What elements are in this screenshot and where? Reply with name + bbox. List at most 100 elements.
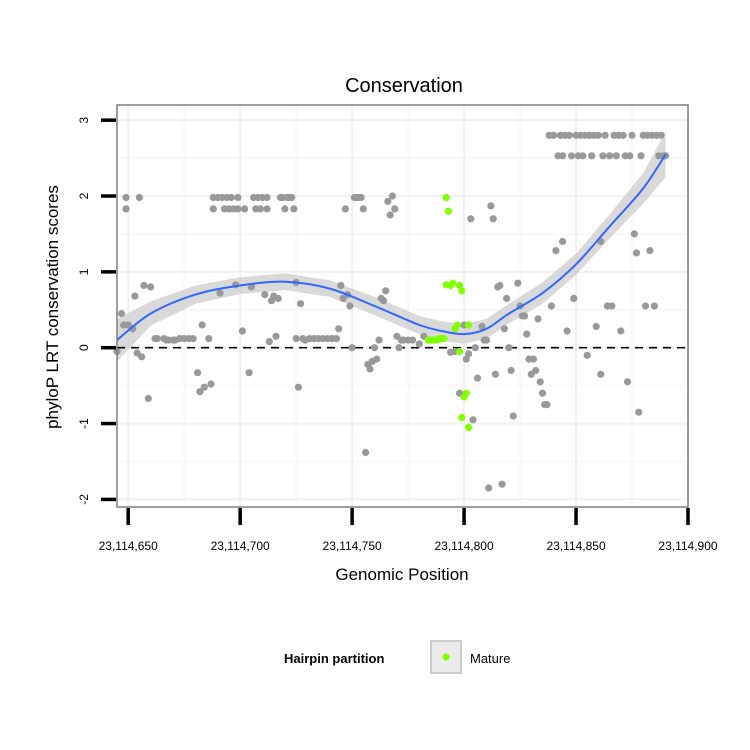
x-axis: 23,114,650 23,114,700 23,114,750 23,114,800… [99, 508, 718, 553]
other-point [619, 131, 627, 139]
panel-border [116, 104, 689, 508]
other-point [469, 416, 477, 424]
other-point [630, 230, 638, 238]
other-point [657, 131, 665, 139]
other-point [465, 350, 473, 358]
other-point [491, 370, 499, 378]
other-point [523, 330, 531, 338]
mature-point [444, 207, 452, 215]
other-point [292, 335, 300, 343]
other-point [646, 247, 654, 255]
other-point [485, 484, 493, 492]
other-point [122, 205, 130, 213]
other-point [194, 369, 202, 377]
other-point [489, 215, 497, 223]
other-point [216, 289, 224, 297]
other-point [386, 211, 394, 219]
mature-point [456, 347, 464, 356]
x-tick-label: 23,114,700 [211, 539, 270, 553]
other-point [623, 378, 632, 386]
legend-key [430, 640, 462, 674]
other-point [606, 152, 614, 160]
y-tick-label: -2 [77, 494, 91, 505]
other-point [543, 401, 551, 409]
mature-point [440, 335, 448, 343]
other-point [597, 370, 605, 378]
other-point [138, 353, 146, 361]
other-point [337, 281, 345, 290]
other-point [209, 205, 217, 213]
legend: Hairpin partition Mature [284, 640, 510, 674]
y-tick-label: 3 [77, 117, 91, 124]
x-tick-label: 23,114,850 [546, 539, 605, 553]
x-tick-label: 23,114,750 [323, 539, 382, 553]
other-point [563, 327, 571, 335]
other-point [509, 412, 517, 420]
other-point [409, 336, 417, 344]
other-point [263, 193, 271, 202]
other-point [487, 202, 495, 210]
other-point [153, 335, 161, 343]
other-point [626, 152, 634, 160]
mature-point [462, 389, 470, 397]
other-point [227, 193, 235, 202]
other-point [359, 205, 367, 213]
other-point [238, 327, 246, 335]
other-point [632, 249, 641, 257]
other-point [288, 193, 296, 202]
other-point [559, 152, 567, 160]
other-point [245, 369, 253, 377]
other-point [261, 291, 269, 299]
y-tick-label: 1 [77, 268, 91, 275]
other-point [550, 131, 558, 139]
other-point [534, 315, 542, 323]
other-point [131, 292, 139, 300]
other-point [263, 205, 271, 213]
x-tick-label: 23,114,800 [434, 539, 493, 553]
other-point [234, 193, 242, 202]
other-point [348, 344, 356, 352]
y-tick-label: 0 [77, 344, 91, 351]
other-point [482, 336, 491, 344]
other-point [366, 365, 374, 373]
other-point [379, 297, 388, 305]
other-point [650, 302, 659, 310]
other-point [520, 312, 529, 320]
other-point [612, 152, 620, 160]
legend-mature-swatch [442, 653, 450, 661]
other-point [588, 152, 596, 160]
other-point [297, 300, 305, 308]
other-point [346, 302, 354, 310]
other-point [122, 193, 130, 202]
legend-title: Hairpin partition [284, 651, 384, 666]
other-point [281, 205, 289, 213]
other-point [496, 281, 504, 290]
other-point [579, 152, 587, 160]
x-axis-label: Genomic Position [335, 565, 468, 584]
smooth-line [116, 153, 667, 341]
other-point [635, 408, 643, 416]
other-point [294, 383, 302, 391]
mature-point [453, 321, 461, 329]
other-point [538, 389, 547, 397]
other-point [370, 344, 379, 352]
other-point [547, 302, 556, 310]
other-point [529, 355, 538, 363]
other-point [471, 344, 479, 352]
mature-point [458, 287, 466, 295]
other-point [617, 327, 625, 335]
other-point [272, 332, 280, 340]
y-tick-label: -1 [77, 418, 91, 429]
other-point [552, 247, 560, 255]
other-point [388, 192, 396, 200]
other-point [498, 480, 506, 488]
other-point [234, 205, 242, 213]
other-point [241, 205, 249, 213]
other-point [532, 366, 540, 375]
gridlines [117, 105, 689, 507]
other-point [207, 380, 215, 388]
other-point [415, 340, 423, 348]
legend-mature-label: Mature [470, 651, 510, 666]
mature-point [449, 279, 457, 287]
